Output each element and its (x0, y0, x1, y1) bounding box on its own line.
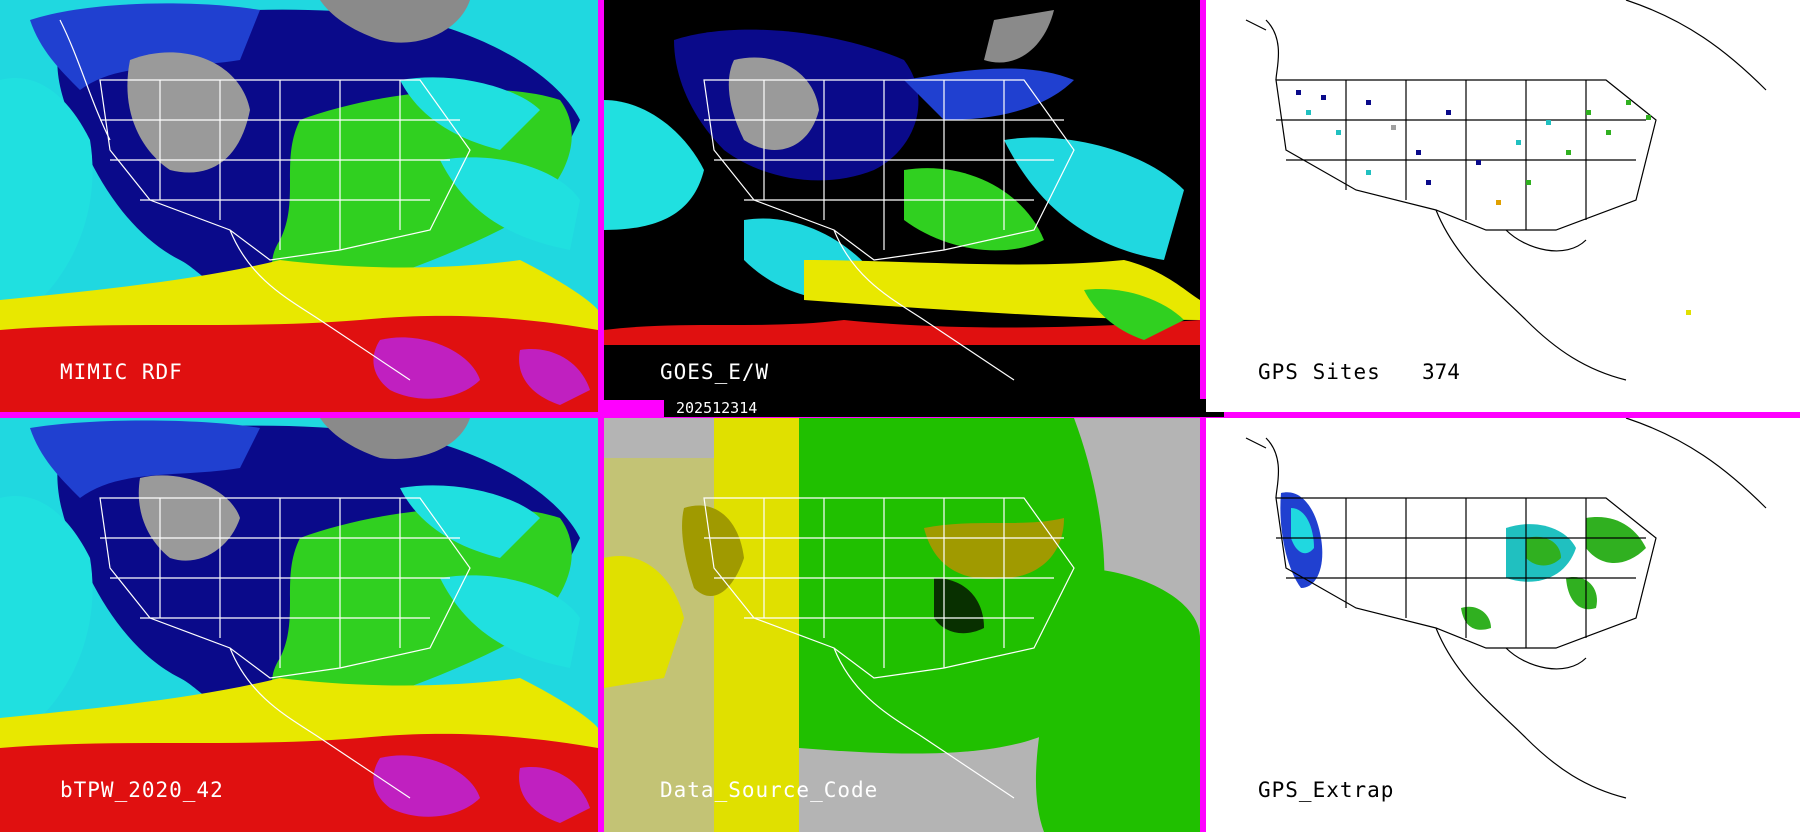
gps-extrap-map (1206, 418, 1800, 832)
panel-label: GPS_Extrap (1258, 778, 1395, 802)
goes-map (604, 0, 1200, 400)
panel-gps-sites: GPS Sites 374 (1206, 0, 1800, 412)
timestamp-bar: 202512314 (664, 399, 1224, 417)
gps-site-count: 374 (1422, 360, 1460, 384)
gps-site-markers (1296, 90, 1691, 315)
panel-gps-extrap: GPS_Extrap (1206, 418, 1800, 832)
panel-label: bTPW_2020_42 (60, 778, 224, 802)
gps-sites-map (1206, 0, 1800, 412)
panel-mimic-rdf: MIMIC RDF (0, 0, 598, 412)
panel-btpw: bTPW_2020_42 (0, 418, 598, 832)
panel-label: GOES_E/W (660, 360, 770, 384)
data-source-map (604, 418, 1200, 832)
panel-label: GPS Sites (1258, 360, 1381, 384)
mimic-rdf-map (0, 0, 598, 412)
panel-label: Data_Source_Code (660, 778, 879, 802)
panel-label: MIMIC RDF (60, 360, 183, 384)
btpw-map (0, 418, 598, 832)
panel-goes: GOES_E/W (604, 0, 1200, 400)
panel-data-source: Data_Source_Code (604, 418, 1200, 832)
